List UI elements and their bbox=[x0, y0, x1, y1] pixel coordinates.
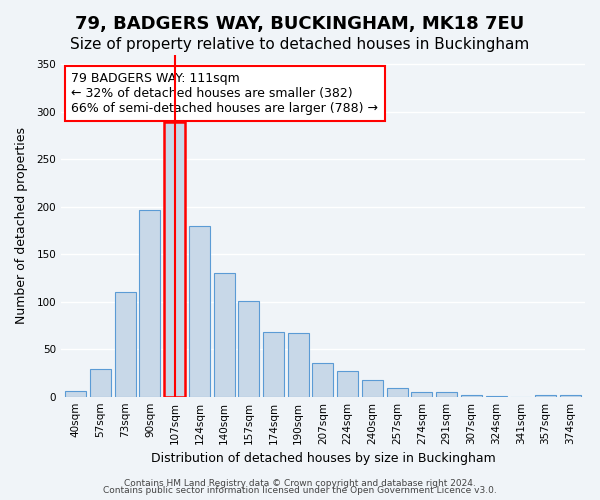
Bar bbox=[238, 301, 259, 396]
Bar bbox=[65, 391, 86, 396]
Bar bbox=[412, 392, 433, 396]
Bar bbox=[386, 388, 407, 396]
Text: 79 BADGERS WAY: 111sqm
← 32% of detached houses are smaller (382)
66% of semi-de: 79 BADGERS WAY: 111sqm ← 32% of detached… bbox=[71, 72, 379, 115]
Bar bbox=[139, 210, 160, 396]
X-axis label: Distribution of detached houses by size in Buckingham: Distribution of detached houses by size … bbox=[151, 452, 496, 465]
Bar bbox=[337, 371, 358, 396]
Text: Contains HM Land Registry data © Crown copyright and database right 2024.: Contains HM Land Registry data © Crown c… bbox=[124, 478, 476, 488]
Bar bbox=[288, 333, 309, 396]
Text: Contains public sector information licensed under the Open Government Licence v3: Contains public sector information licen… bbox=[103, 486, 497, 495]
Bar bbox=[313, 364, 334, 396]
Bar bbox=[263, 332, 284, 396]
Text: Size of property relative to detached houses in Buckingham: Size of property relative to detached ho… bbox=[70, 38, 530, 52]
Bar bbox=[535, 395, 556, 396]
Bar bbox=[164, 122, 185, 396]
Bar bbox=[115, 292, 136, 397]
Bar bbox=[436, 392, 457, 396]
Bar bbox=[214, 274, 235, 396]
Bar bbox=[461, 395, 482, 396]
Bar bbox=[90, 369, 111, 396]
Text: 79, BADGERS WAY, BUCKINGHAM, MK18 7EU: 79, BADGERS WAY, BUCKINGHAM, MK18 7EU bbox=[76, 15, 524, 33]
Bar bbox=[362, 380, 383, 396]
Bar bbox=[189, 226, 210, 396]
Bar bbox=[560, 395, 581, 396]
Y-axis label: Number of detached properties: Number of detached properties bbox=[15, 128, 28, 324]
